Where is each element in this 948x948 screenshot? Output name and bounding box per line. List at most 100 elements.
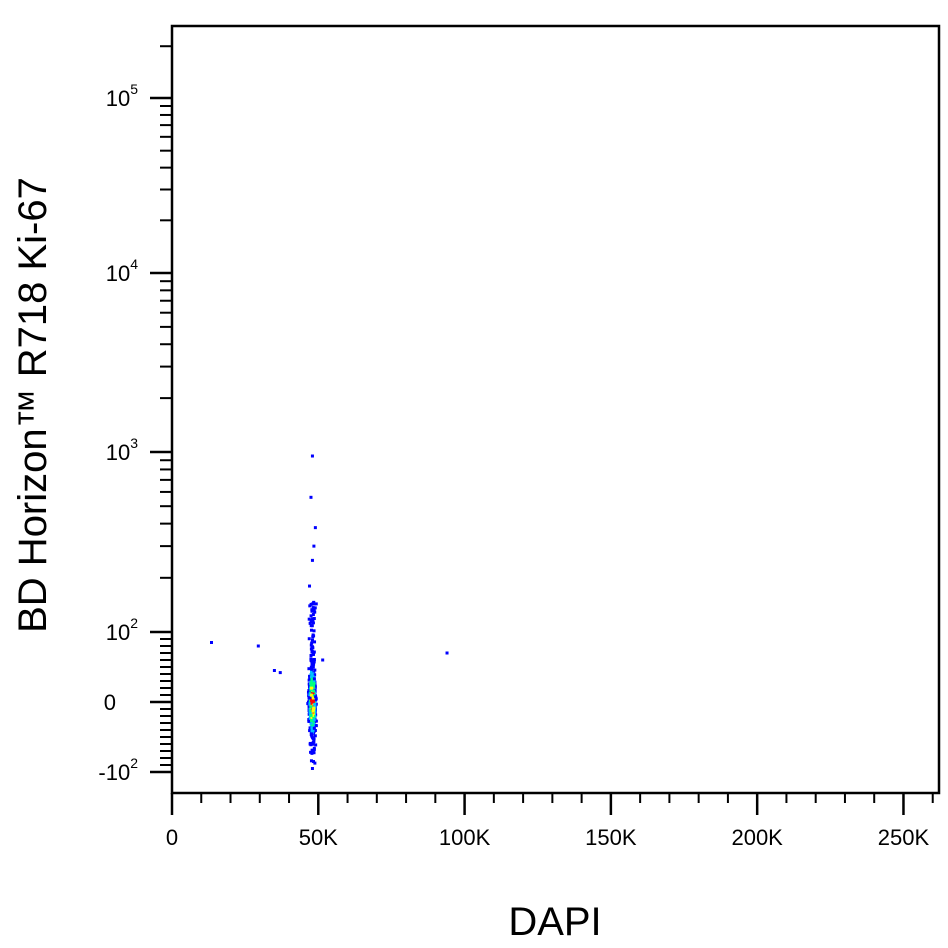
outlier-point — [278, 671, 282, 675]
data-point — [307, 696, 311, 700]
data-point — [309, 624, 313, 628]
data-point — [313, 668, 317, 672]
data-point — [309, 602, 313, 606]
data-point — [309, 705, 313, 709]
data-point — [309, 721, 313, 725]
data-point — [310, 732, 314, 736]
data-point — [308, 677, 312, 681]
data-point — [312, 718, 316, 722]
x-tick-label: 50K — [299, 825, 338, 850]
data-point — [311, 709, 315, 713]
x-tick-label: 150K — [585, 825, 637, 850]
data-point — [309, 643, 313, 647]
data-point — [310, 641, 314, 645]
data-point — [308, 702, 312, 706]
data-point — [311, 606, 315, 610]
data-point — [308, 726, 312, 730]
data-point — [312, 737, 316, 741]
data-point — [310, 677, 314, 681]
data-point — [310, 686, 314, 690]
data-point — [311, 653, 315, 657]
data-point — [314, 602, 318, 606]
plot-frame — [170, 24, 941, 795]
data-point — [311, 665, 315, 669]
data-point — [313, 640, 317, 644]
data-point — [312, 650, 316, 654]
data-point — [311, 675, 315, 679]
data-point — [312, 629, 316, 633]
data-point — [312, 726, 316, 730]
data-point — [311, 658, 315, 662]
data-point — [308, 741, 312, 745]
data-point — [312, 689, 316, 693]
data-point — [308, 716, 312, 720]
data-point — [310, 619, 314, 623]
data-point — [311, 621, 315, 625]
y-tick-label: 0 — [104, 690, 116, 715]
data-point — [310, 692, 314, 696]
data-point — [311, 646, 315, 650]
data-point — [309, 693, 313, 697]
data-point — [309, 614, 313, 618]
data-point — [311, 742, 315, 746]
y-tick-label: 104 — [106, 256, 138, 286]
data-point — [310, 702, 314, 706]
data-point — [313, 610, 317, 614]
data-point — [310, 608, 314, 612]
data-point — [312, 760, 316, 764]
data-point — [313, 729, 317, 733]
data-point — [312, 600, 316, 604]
x-tick-label: 200K — [731, 825, 783, 850]
data-point — [306, 690, 310, 694]
data-point — [309, 709, 313, 713]
data-point — [311, 696, 315, 700]
data-point — [307, 718, 311, 722]
outlier-point — [209, 641, 213, 644]
data-point — [311, 700, 315, 704]
data-point — [313, 734, 317, 738]
data-point — [307, 704, 311, 708]
data-point — [308, 711, 312, 715]
data-point — [310, 723, 314, 727]
data-point — [310, 698, 314, 702]
data-point — [312, 679, 316, 683]
outlier-point — [310, 454, 314, 458]
y-tick-label: 105 — [106, 81, 138, 111]
data-point — [312, 722, 316, 726]
data-point — [310, 719, 314, 723]
data-point — [309, 653, 313, 657]
data-point — [311, 613, 315, 617]
data-point — [310, 660, 314, 664]
data-point — [310, 638, 314, 642]
data-point — [313, 673, 317, 677]
data-point — [309, 658, 313, 662]
data-point — [314, 695, 318, 699]
data-point — [310, 649, 314, 653]
x-axis: 0 50K 100K 150K 200K 250K — [166, 793, 934, 850]
data-point — [312, 609, 316, 613]
data-point — [310, 730, 314, 734]
data-point — [309, 628, 313, 632]
data-point — [312, 746, 316, 750]
data-point — [307, 719, 311, 723]
data-point — [310, 751, 314, 755]
data-point — [310, 684, 314, 688]
data-point — [307, 637, 311, 641]
y-axis: -102 0 102 103 104 105 — [98, 45, 172, 785]
data-point — [314, 743, 318, 747]
data-points — [209, 454, 449, 770]
outlier-point — [310, 558, 314, 562]
outlier-point — [312, 544, 316, 548]
outlier-point — [321, 658, 325, 662]
data-point — [307, 667, 311, 671]
data-point — [311, 713, 315, 717]
outlier-point — [272, 669, 276, 672]
data-point — [312, 739, 316, 743]
x-axis-title: DAPI — [508, 900, 601, 944]
data-point — [314, 724, 318, 728]
data-point — [310, 672, 314, 676]
data-point — [309, 713, 313, 717]
outlier-point — [308, 584, 312, 588]
outlier-point — [309, 495, 313, 499]
